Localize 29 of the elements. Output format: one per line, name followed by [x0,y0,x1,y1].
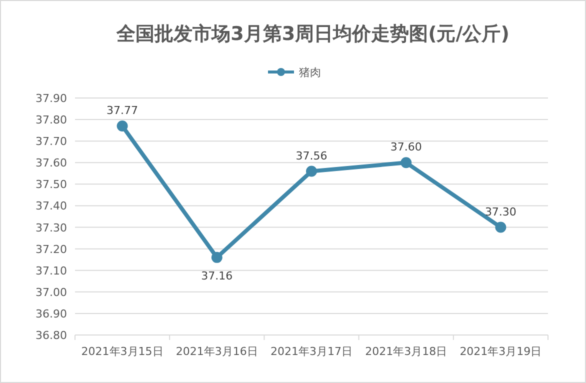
y-tick-label: 36.80 [36,329,67,342]
chart-title: 全国批发市场3月第3周日均价走势图(元/公斤) [116,23,510,45]
data-label: 37.30 [484,205,516,218]
x-tick-label: 2021年3月18日 [365,345,448,358]
y-tick-label: 37.90 [36,92,67,105]
y-tick-label: 37.60 [36,156,67,170]
x-tick-label: 2021年3月15日 [81,345,164,358]
point [495,222,506,233]
point [400,157,412,168]
x-tick-label: 2021年3月19日 [460,345,542,358]
data-label: 37.56 [296,149,328,162]
y-tick-label: 37.20 [36,242,67,256]
y-tick-label: 37.50 [36,178,67,192]
y-tick-label: 37.70 [36,135,67,148]
point [306,166,317,177]
legend-label: 猪肉 [299,66,321,79]
y-tick-label: 37.30 [36,221,67,234]
x-tick-label: 2021年3月16日 [176,345,258,358]
y-tick-label: 37.80 [36,114,67,127]
data-label: 37.77 [106,104,138,118]
data-label: 37.16 [201,269,233,282]
y-tick-label: 37.00 [36,286,67,299]
point [211,252,222,263]
data-label: 37.60 [390,140,422,154]
y-tick-label: 37.40 [36,200,67,213]
x-tick-label: 2021年3月17日 [270,345,352,358]
point [116,120,128,132]
y-tick-label: 36.90 [36,307,67,320]
y-tick-label: 37.10 [36,264,67,278]
